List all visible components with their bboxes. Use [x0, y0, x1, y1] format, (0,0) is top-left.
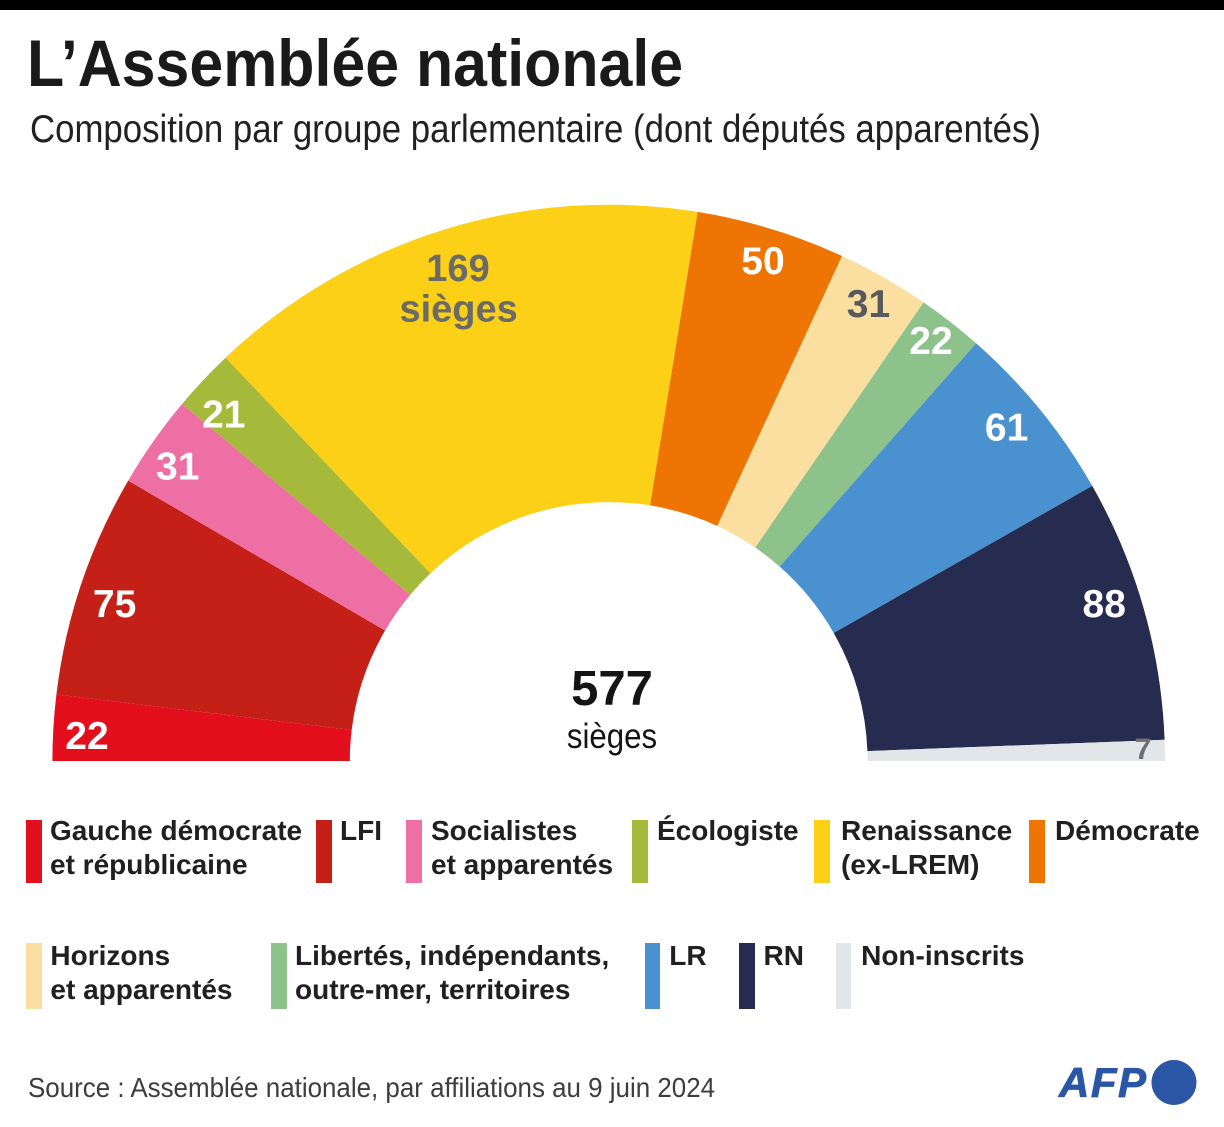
svg-text:61: 61 — [985, 407, 1028, 450]
svg-text:7: 7 — [1135, 733, 1152, 766]
svg-text:50: 50 — [741, 240, 784, 283]
svg-text:sièges: sièges — [399, 288, 517, 330]
svg-text:31: 31 — [156, 446, 199, 489]
svg-text:21: 21 — [202, 394, 245, 437]
svg-text:169: 169 — [426, 248, 489, 290]
svg-text:22: 22 — [909, 320, 952, 363]
svg-text:AFP: AFP — [1058, 1059, 1148, 1106]
svg-text:31: 31 — [847, 283, 890, 326]
svg-text:22: 22 — [65, 715, 108, 758]
svg-text:75: 75 — [93, 583, 136, 626]
svg-text:88: 88 — [1083, 583, 1126, 626]
